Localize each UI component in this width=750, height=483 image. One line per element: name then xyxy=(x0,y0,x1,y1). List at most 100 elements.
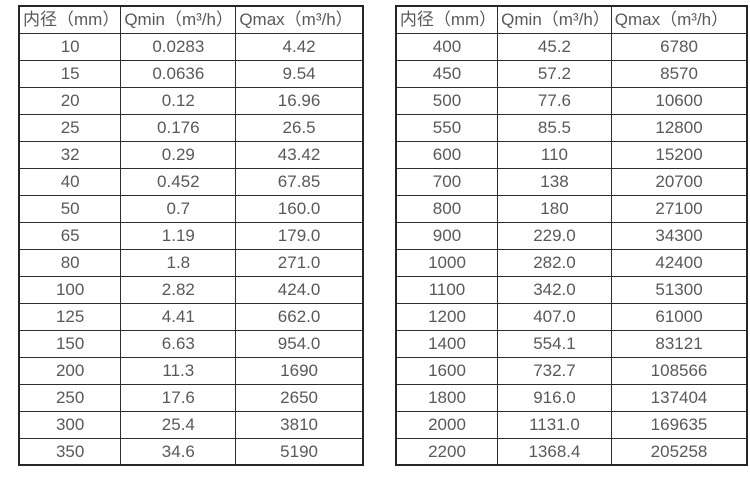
table-row: 700 138 20700 xyxy=(395,167,748,196)
table-row: 2200 1368.4 205258 xyxy=(395,437,748,466)
table-cell: 10600 xyxy=(610,86,748,115)
table-row: 400 45.2 6780 xyxy=(395,32,748,61)
table-cell: 954.0 xyxy=(235,329,364,358)
table-cell: 57.2 xyxy=(497,59,612,88)
table-cell: 138 xyxy=(497,167,612,196)
table-cell: 0.7 xyxy=(120,194,237,223)
table-cell: 12800 xyxy=(610,113,748,142)
table-cell: 450 xyxy=(395,59,499,88)
table-cell: 25 xyxy=(18,113,122,142)
table-cell: 600 xyxy=(395,140,499,169)
tables-container: 内径（mm） Qmin（m³/h） Qmax（m³/h） 10 0.0283 4.42 1… xyxy=(18,5,749,466)
table-cell: 20 xyxy=(18,86,122,115)
table-cell: 407.0 xyxy=(497,302,612,331)
table-cell: 0.0283 xyxy=(120,32,237,61)
table-cell: 42400 xyxy=(610,248,748,277)
table-cell: 125 xyxy=(18,302,122,331)
table-cell: 4.41 xyxy=(120,302,237,331)
table-cell: 282.0 xyxy=(497,248,612,277)
table-cell: 0.176 xyxy=(120,113,237,142)
table-cell: 1131.0 xyxy=(497,410,612,439)
table-cell: 40 xyxy=(18,167,122,196)
table-cell: 61000 xyxy=(610,302,748,331)
table-row: 500 77.6 10600 xyxy=(395,86,748,115)
table-cell: 32 xyxy=(18,140,122,169)
table-cell: 342.0 xyxy=(497,275,612,304)
table-cell: 300 xyxy=(18,410,122,439)
table-cell: 34.6 xyxy=(120,437,237,466)
table-cell: 20700 xyxy=(610,167,748,196)
table-cell: 180 xyxy=(497,194,612,223)
table-cell: 9.54 xyxy=(235,59,364,88)
table-header-row: 内径（mm） Qmin（m³/h） Qmax（m³/h） xyxy=(395,5,748,34)
table-cell: 2650 xyxy=(235,383,364,412)
flow-spec-table-large-diameters: 内径（mm） Qmin（m³/h） Qmax（m³/h） 400 45.2 6780 45… xyxy=(394,5,749,466)
table-cell: 1690 xyxy=(235,356,364,385)
table-cell: 271.0 xyxy=(235,248,364,277)
table-cell: 8570 xyxy=(610,59,748,88)
table-row: 900 229.0 34300 xyxy=(395,221,748,250)
column-header: 内径（mm） xyxy=(395,5,499,34)
table-cell: 65 xyxy=(18,221,122,250)
table-row: 25 0.176 26.5 xyxy=(18,113,364,142)
table-header-row: 内径（mm） Qmin（m³/h） Qmax（m³/h） xyxy=(18,5,364,34)
table-row: 1800 916.0 137404 xyxy=(395,383,748,412)
table-cell: 229.0 xyxy=(497,221,612,250)
table-row: 10 0.0283 4.42 xyxy=(18,32,364,61)
table-cell: 160.0 xyxy=(235,194,364,223)
table-cell: 179.0 xyxy=(235,221,364,250)
table-row: 200 11.3 1690 xyxy=(18,356,364,385)
table-cell: 25.4 xyxy=(120,410,237,439)
table-cell: 110 xyxy=(497,140,612,169)
table-cell: 662.0 xyxy=(235,302,364,331)
table-cell: 83121 xyxy=(610,329,748,358)
column-header: Qmax（m³/h） xyxy=(235,5,364,34)
table-cell: 1.8 xyxy=(120,248,237,277)
table-cell: 550 xyxy=(395,113,499,142)
table-cell: 0.452 xyxy=(120,167,237,196)
table-cell: 6.63 xyxy=(120,329,237,358)
table-cell: 67.85 xyxy=(235,167,364,196)
column-header: 内径（mm） xyxy=(18,5,122,34)
table-row: 800 180 27100 xyxy=(395,194,748,223)
table-row: 150 6.63 954.0 xyxy=(18,329,364,358)
table-cell: 2000 xyxy=(395,410,499,439)
table-cell: 1368.4 xyxy=(497,437,612,466)
table-cell: 900 xyxy=(395,221,499,250)
table-row: 65 1.19 179.0 xyxy=(18,221,364,250)
table-cell: 250 xyxy=(18,383,122,412)
table-cell: 6780 xyxy=(610,32,748,61)
table-cell: 554.1 xyxy=(497,329,612,358)
table-cell: 1800 xyxy=(395,383,499,412)
table-row: 300 25.4 3810 xyxy=(18,410,364,439)
table-row: 50 0.7 160.0 xyxy=(18,194,364,223)
table-cell: 0.12 xyxy=(120,86,237,115)
table-cell: 3810 xyxy=(235,410,364,439)
table-cell: 1400 xyxy=(395,329,499,358)
table-cell: 2.82 xyxy=(120,275,237,304)
table-cell: 424.0 xyxy=(235,275,364,304)
table-row: 80 1.8 271.0 xyxy=(18,248,364,277)
flow-spec-table-small-diameters: 内径（mm） Qmin（m³/h） Qmax（m³/h） 10 0.0283 4.42 1… xyxy=(18,5,364,466)
table-cell: 700 xyxy=(395,167,499,196)
table-cell: 43.42 xyxy=(235,140,364,169)
table-cell: 200 xyxy=(18,356,122,385)
table-cell: 11.3 xyxy=(120,356,237,385)
table-row: 1000 282.0 42400 xyxy=(395,248,748,277)
table-row: 1600 732.7 108566 xyxy=(395,356,748,385)
table-cell: 51300 xyxy=(610,275,748,304)
table-cell: 916.0 xyxy=(497,383,612,412)
table-cell: 85.5 xyxy=(497,113,612,142)
table-row: 100 2.82 424.0 xyxy=(18,275,364,304)
table-cell: 50 xyxy=(18,194,122,223)
table-row: 20 0.12 16.96 xyxy=(18,86,364,115)
table-cell: 1000 xyxy=(395,248,499,277)
table-cell: 108566 xyxy=(610,356,748,385)
table-cell: 500 xyxy=(395,86,499,115)
table-cell: 0.29 xyxy=(120,140,237,169)
table-row: 125 4.41 662.0 xyxy=(18,302,364,331)
table-cell: 350 xyxy=(18,437,122,466)
table-row: 550 85.5 12800 xyxy=(395,113,748,142)
table-row: 450 57.2 8570 xyxy=(395,59,748,88)
table-cell: 77.6 xyxy=(497,86,612,115)
